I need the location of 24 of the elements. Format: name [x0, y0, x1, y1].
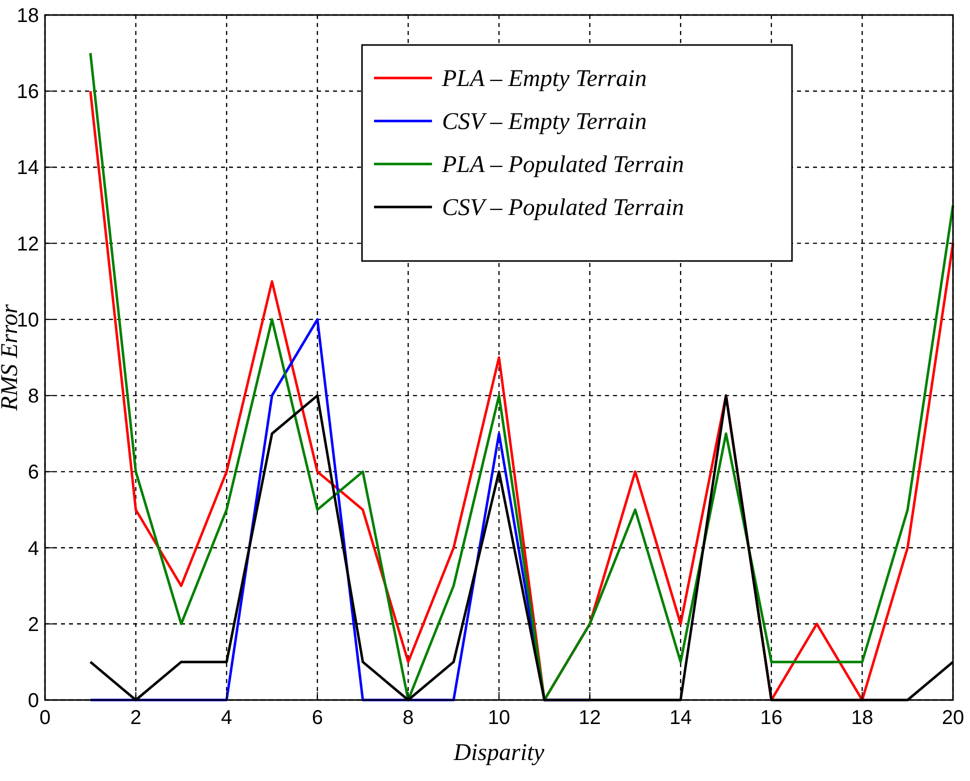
x-tick-label: 20	[942, 707, 964, 729]
x-tick-label: 10	[488, 707, 510, 729]
legend-label: CSV – Empty Terrain	[442, 109, 647, 135]
legend-label: PLA – Empty Terrain	[441, 66, 647, 92]
y-tick-label: 4	[28, 538, 39, 560]
x-tick-label: 14	[669, 707, 692, 729]
x-tick-label: 16	[760, 707, 783, 729]
x-tick-label: 2	[130, 707, 142, 729]
y-tick-label: 14	[16, 157, 39, 180]
x-tick-label: 6	[312, 707, 323, 729]
x-tick-label: 8	[402, 707, 414, 729]
x-axis-title: Disparity	[452, 740, 545, 766]
y-tick-label: 12	[16, 233, 39, 256]
legend-label: CSV – Populated Terrain	[442, 195, 684, 221]
y-tick-label: 0	[28, 690, 39, 712]
y-tick-label: 8	[28, 386, 39, 408]
legend-label: PLA – Populated Terrain	[441, 152, 684, 178]
y-tick-label: 16	[16, 81, 39, 104]
y-tick-label: 18	[16, 5, 39, 27]
x-tick-label: 12	[578, 707, 601, 729]
y-tick-label: 6	[28, 462, 39, 484]
x-tick-label: 18	[851, 707, 874, 729]
y-tick-label: 2	[28, 614, 39, 636]
x-tick-label: 4	[221, 707, 232, 729]
